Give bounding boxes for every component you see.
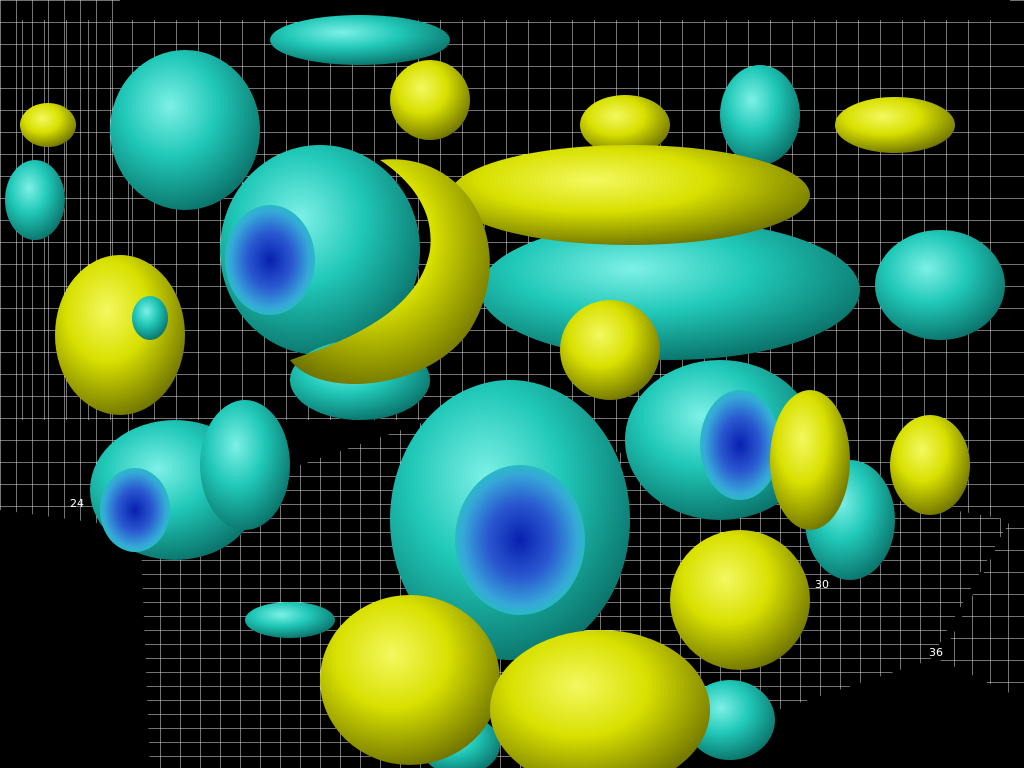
axis-tick-label-36: 36: [929, 646, 943, 659]
grid-right-wall: [940, 0, 1024, 700]
axis-tick-label-24: 24: [70, 497, 84, 510]
positive-isosurfaces: [20, 60, 970, 768]
axis-tick-label-30: 30: [815, 578, 829, 591]
